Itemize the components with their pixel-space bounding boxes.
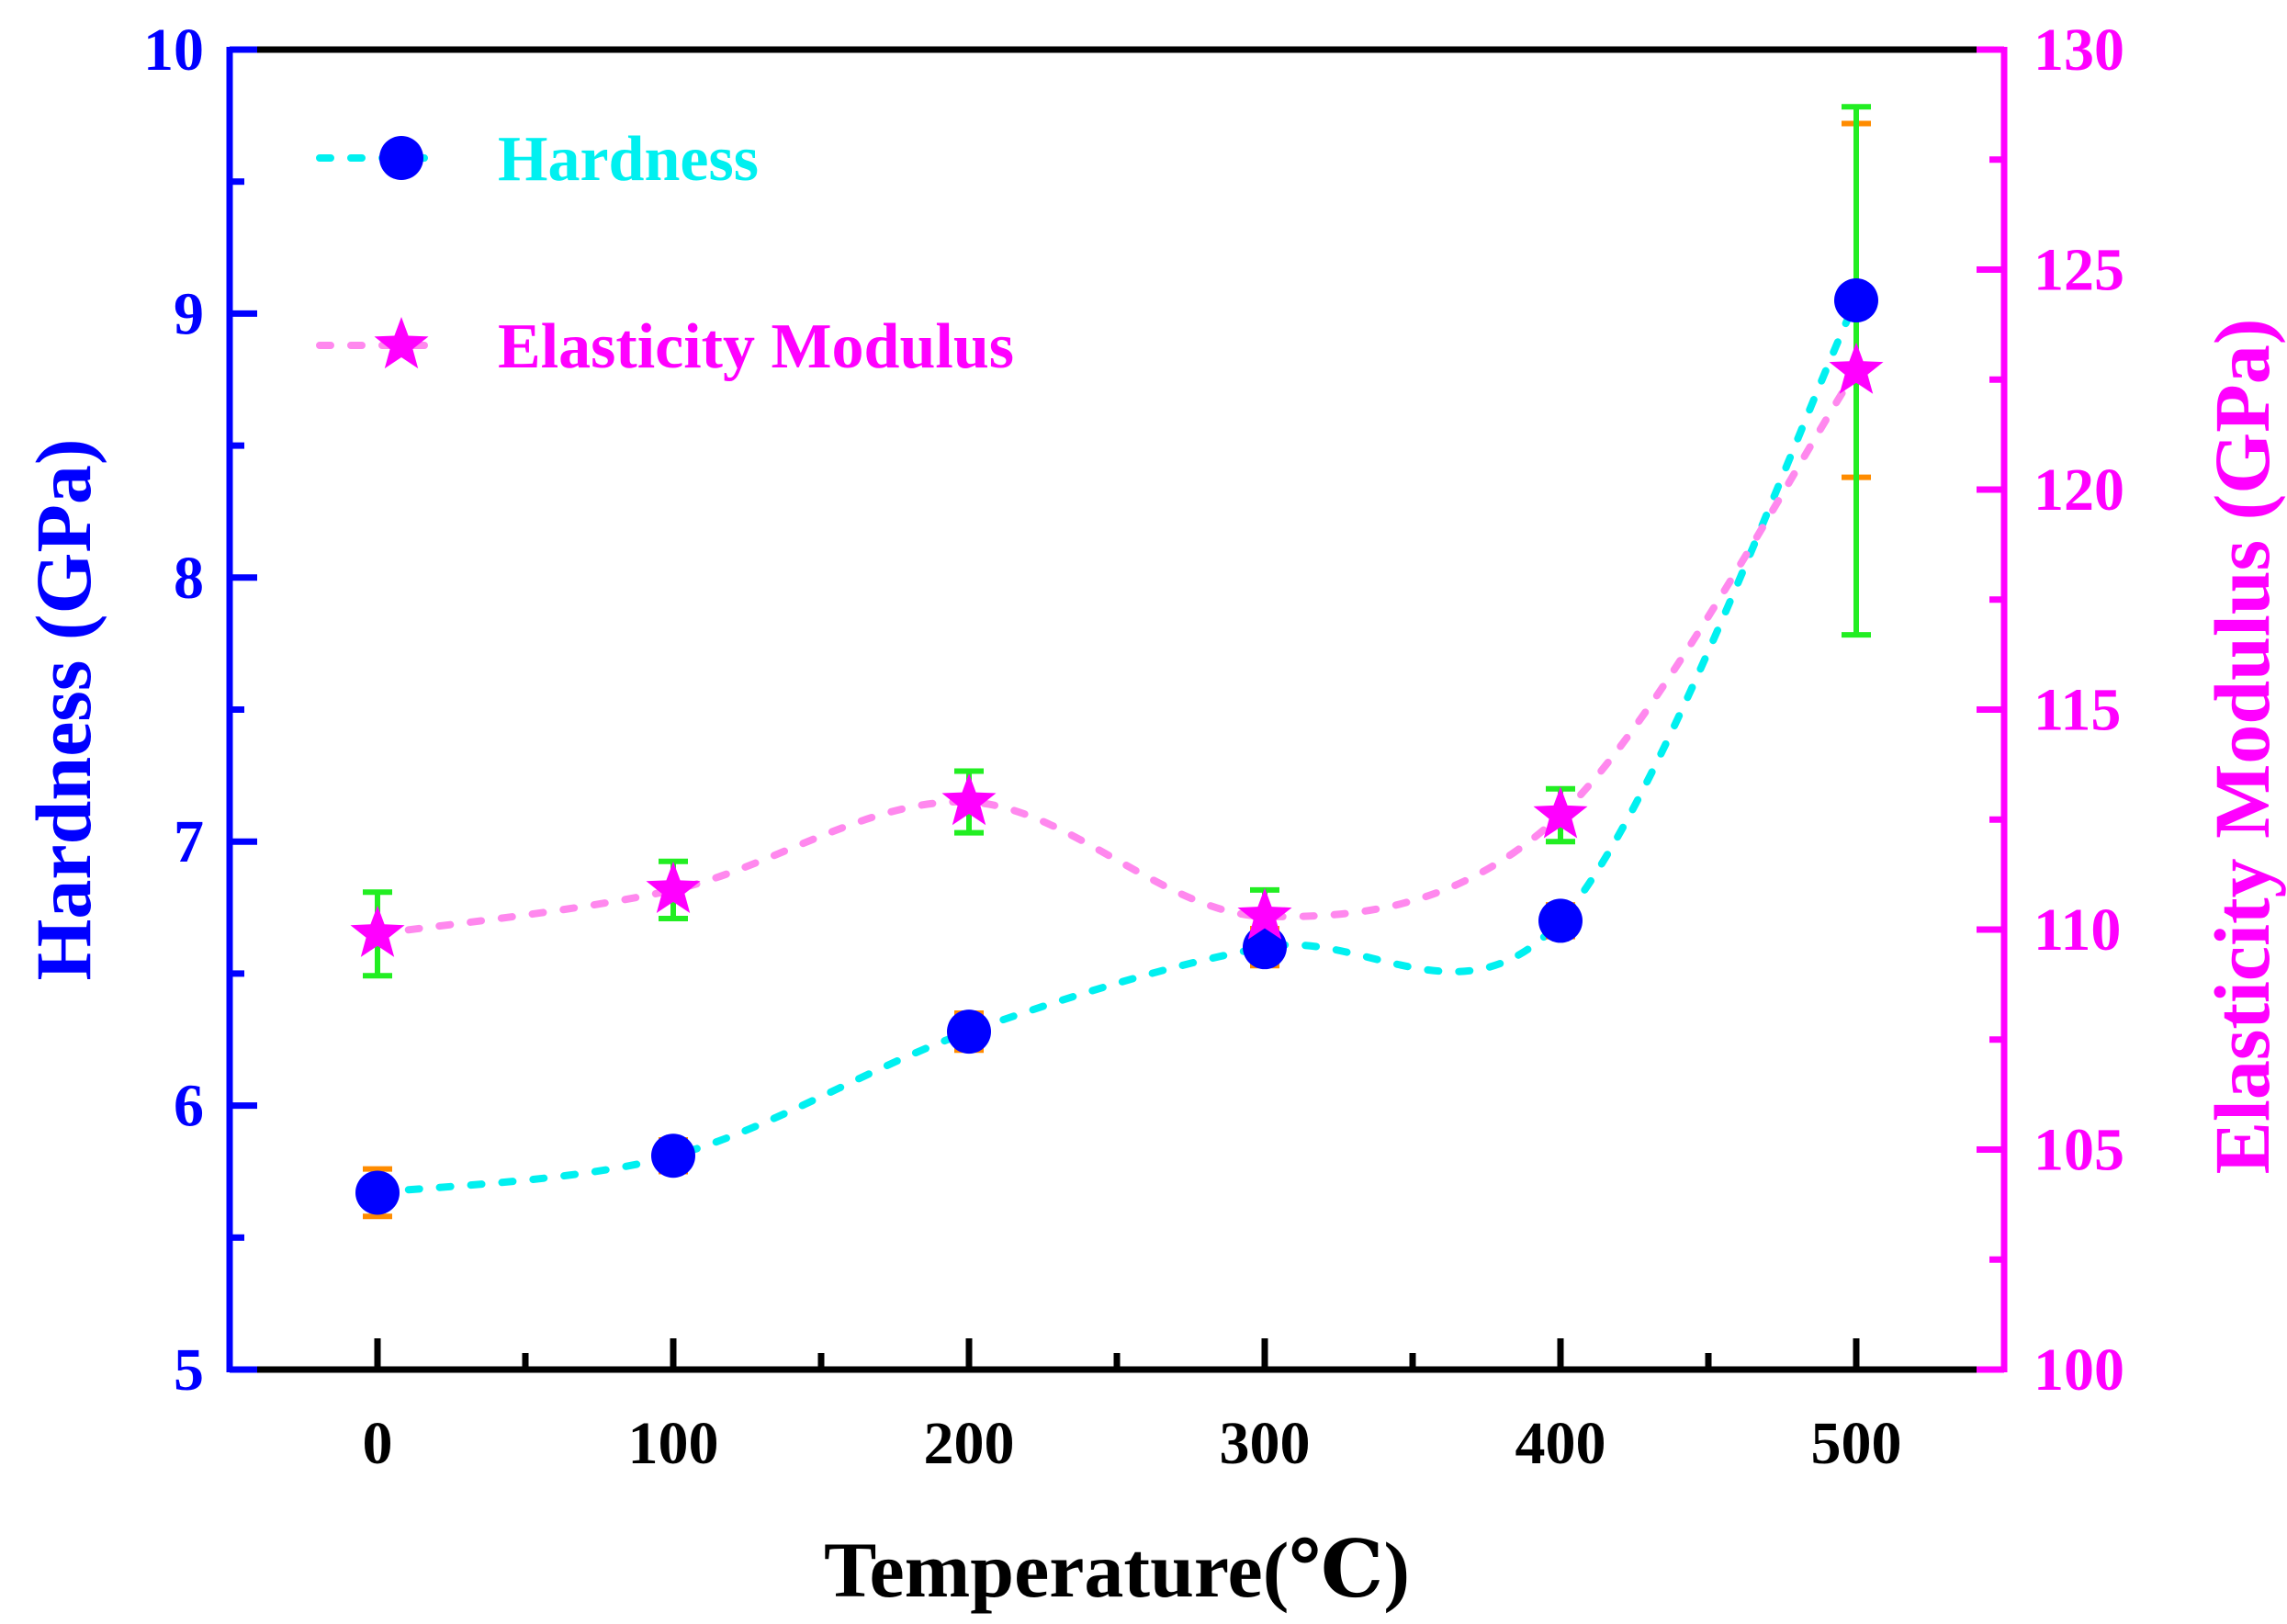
- hardness-point: [1834, 278, 1878, 323]
- left-axis-label: Hardness (GPa): [19, 438, 107, 980]
- modulus-point: [1237, 887, 1292, 940]
- left-tick-label: 9: [174, 280, 204, 347]
- right-tick-label: 100: [2034, 1336, 2124, 1404]
- right-tick-label: 110: [2034, 897, 2121, 964]
- legend: Hardness Elasticity Modulus: [316, 124, 1014, 382]
- left-tick-label: 8: [174, 545, 204, 612]
- right-tick-label: 115: [2034, 677, 2121, 744]
- modulus-point: [941, 773, 997, 826]
- x-tick-label: 100: [628, 1410, 719, 1477]
- x-axis-label: Temperature(℃): [824, 1526, 1410, 1614]
- x-tick-label: 500: [1811, 1410, 1902, 1477]
- right-tick-label: 130: [2034, 17, 2124, 84]
- x-tick-label: 0: [363, 1410, 393, 1477]
- axes: 0 100 200 300 400 500 5 6 7 8 9 10 100 105 110 115 120 12…: [143, 17, 2124, 1477]
- hardness-point: [1538, 898, 1583, 943]
- legend-modulus-marker: [374, 317, 429, 369]
- modulus-point: [1829, 342, 1884, 394]
- error-bars: [363, 104, 1871, 1220]
- legend-modulus-label: Elasticity Modulus: [498, 311, 1014, 382]
- x-tick-label: 200: [924, 1410, 1015, 1477]
- hardness-point: [1243, 925, 1287, 970]
- left-tick-label: 10: [143, 17, 204, 84]
- legend-hardness-marker: [379, 136, 423, 180]
- hardness-point: [947, 1009, 991, 1054]
- left-tick-label: 7: [174, 808, 204, 875]
- left-tick-label: 5: [174, 1336, 204, 1404]
- legend-hardness-label: Hardness: [498, 124, 759, 195]
- series-line-hardness: [374, 297, 1860, 1197]
- modulus-point: [646, 861, 701, 913]
- hardness-point: [651, 1133, 695, 1179]
- left-tick-label: 6: [174, 1073, 204, 1140]
- modulus-point: [1533, 786, 1588, 839]
- right-axis-label: Elasticity Modulus (GPa): [2198, 319, 2286, 1175]
- modulus-point: [350, 905, 405, 957]
- hardness-point: [355, 1170, 400, 1215]
- right-tick-label: 105: [2034, 1117, 2124, 1184]
- series-lines: [374, 297, 1860, 1197]
- right-tick-label: 120: [2034, 457, 2124, 524]
- data-marks: [350, 278, 1884, 1215]
- right-tick-label: 125: [2034, 237, 2124, 304]
- x-tick-label: 300: [1220, 1410, 1311, 1477]
- series-line-modulus: [374, 367, 1860, 938]
- x-tick-label: 400: [1515, 1410, 1606, 1477]
